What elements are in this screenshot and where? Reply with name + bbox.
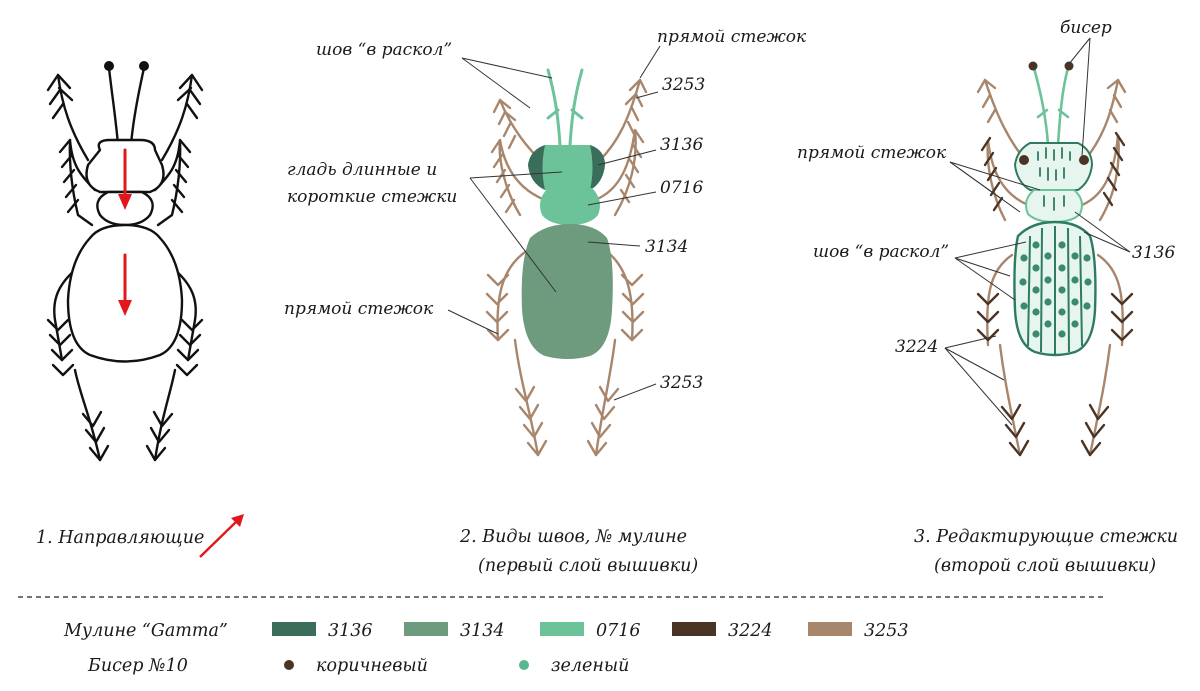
p3-label-3224: 3224 <box>895 337 938 357</box>
caption-panel-2-line2: (первый слой вышивки) <box>478 556 698 576</box>
legend-thread-item: 0716 <box>540 621 641 641</box>
legend-bead-item: зеленый <box>519 656 629 676</box>
legend-thread-code: 3134 <box>460 621 505 641</box>
legend-thread-code: 3224 <box>728 621 773 641</box>
p2-leader-lines <box>447 45 661 401</box>
p2-labels: шов “в раскол” прямой стежок 3253 гладь … <box>284 27 807 393</box>
legend-swatch-0716 <box>540 622 584 636</box>
legend-thread-item: 3136 <box>272 621 373 641</box>
p3-bead-antenna-right <box>1064 61 1074 71</box>
p2-head <box>528 145 605 190</box>
p2-pronotum <box>540 188 600 225</box>
p2-label-satin-line2: короткие стежки <box>287 187 457 207</box>
p2-label-straight-stitch-top: прямой стежок <box>657 27 807 47</box>
caption-panel-3-line2: (второй слой вышивки) <box>934 556 1156 576</box>
legend-swatch-3134 <box>404 622 448 636</box>
p3-label-split-stitch: шов “в раскол” <box>813 242 949 262</box>
p3-leader-lines <box>944 37 1131 426</box>
legend-thread-code: 0716 <box>596 621 641 641</box>
p1-antenna-tip-left <box>104 61 114 71</box>
p1-direction-arrows <box>118 148 132 316</box>
p3-label-3136: 3136 <box>1132 243 1175 263</box>
legend: Мулине “Gamma” 3136 3134 0716 3224 3253 … <box>63 621 909 676</box>
panel-3-editing <box>976 61 1134 457</box>
panel-2-stitches <box>485 68 648 457</box>
legend-bead-green <box>519 660 529 670</box>
captions: 1. Направляющие 2. Виды швов, № мулине (… <box>36 514 1178 576</box>
p2-label-3134: 3134 <box>645 237 688 257</box>
p2-eye-right <box>590 145 605 190</box>
legend-swatch-3253 <box>808 622 852 636</box>
p2-label-3253-top: 3253 <box>662 75 705 95</box>
legend-swatch-3224 <box>672 622 716 636</box>
p3-head <box>1013 142 1094 191</box>
p3-labels: бисер прямой стежок 3136 шов “в раскол” … <box>797 18 1175 357</box>
p1-antenna-tip-right <box>139 61 149 71</box>
caption-panel-2-line1: 2. Виды швов, № мулине <box>459 527 687 547</box>
legend-bead-name: коричневый <box>316 656 428 676</box>
legend-thread-item: 3134 <box>404 621 505 641</box>
legend-beads-label: Бисер №10 <box>87 656 188 676</box>
p2-label-3253-bottom: 3253 <box>660 373 703 393</box>
caption-panel-1-arrow <box>199 514 244 558</box>
legend-thread-item: 3253 <box>808 621 909 641</box>
p2-label-satin-line1: гладь длинные и <box>287 160 437 180</box>
p3-bead-antenna-left <box>1028 61 1038 71</box>
p3-label-straight-stitch: прямой стежок <box>797 143 947 163</box>
p2-label-3136: 3136 <box>660 135 703 155</box>
caption-panel-3-line1: 3. Редактирующие стежки <box>914 527 1178 547</box>
legend-swatch-3136 <box>272 622 316 636</box>
p2-label-0716: 0716 <box>660 178 703 198</box>
p3-bead-eye-right <box>1079 155 1089 165</box>
legend-thread-code: 3136 <box>328 621 373 641</box>
legend-bead-item: коричневый <box>284 656 428 676</box>
caption-panel-1: 1. Направляющие <box>36 528 204 548</box>
p2-label-split-stitch: шов “в раскол” <box>316 40 452 60</box>
p3-label-beads: бисер <box>1060 18 1112 38</box>
p3-bead-eye-left <box>1019 155 1029 165</box>
legend-thread-code: 3253 <box>864 621 909 641</box>
p2-abdomen <box>521 224 613 359</box>
p2-eye-left <box>528 145 545 190</box>
p2-label-straight-stitch-left: прямой стежок <box>284 299 434 319</box>
legend-thread-item: 3224 <box>672 621 773 641</box>
legend-bead-name: зеленый <box>551 656 629 676</box>
legend-bead-brown <box>284 660 294 670</box>
legend-threads-label: Мулине “Gamma” <box>63 621 228 641</box>
